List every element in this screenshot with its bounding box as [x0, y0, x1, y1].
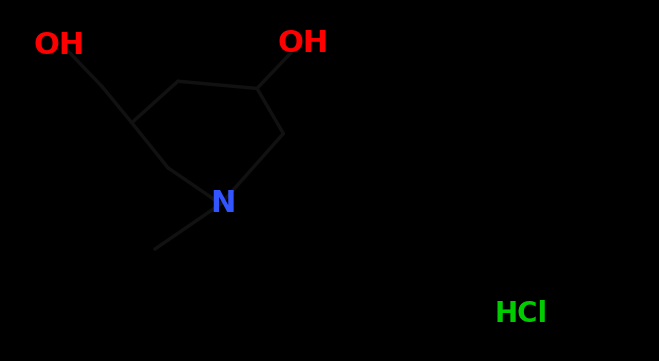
Text: OH: OH — [277, 29, 329, 58]
Text: N: N — [210, 190, 235, 218]
Text: HCl: HCl — [494, 300, 547, 328]
Text: OH: OH — [34, 31, 85, 60]
